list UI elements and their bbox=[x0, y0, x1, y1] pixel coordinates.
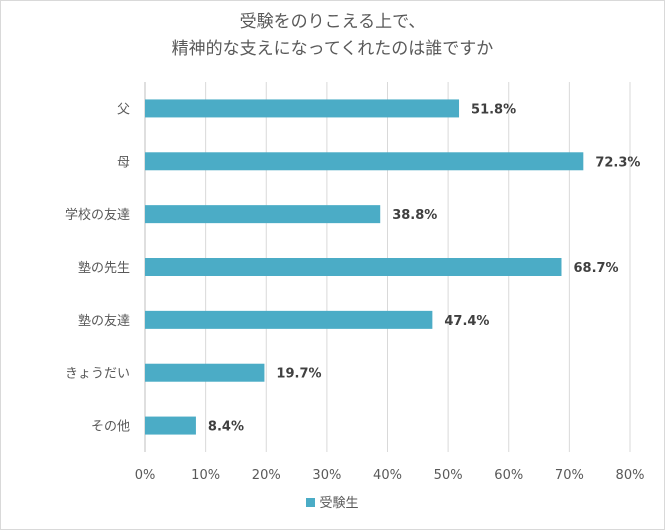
data-label: 19.7% bbox=[276, 367, 321, 382]
legend: 受験生 bbox=[0, 492, 665, 511]
bar bbox=[145, 205, 381, 224]
x-tick-label: 80% bbox=[616, 468, 645, 483]
legend-label: 受験生 bbox=[319, 496, 359, 511]
category-label: 塾の友達 bbox=[78, 313, 130, 329]
x-tick-label: 10% bbox=[191, 468, 220, 483]
category-label: きょうだい bbox=[65, 367, 130, 382]
x-tick-label: 70% bbox=[555, 468, 584, 483]
chart-title-line-2: 精神的な支えになってくれたのは誰ですか bbox=[171, 39, 494, 59]
chart-title-line-1: 受験をのりこえる上で、 bbox=[239, 12, 426, 32]
x-tick-label: 50% bbox=[434, 468, 463, 483]
data-label: 72.3% bbox=[595, 155, 640, 170]
category-label: 父 bbox=[117, 102, 130, 117]
bar bbox=[145, 363, 265, 382]
bar bbox=[145, 152, 584, 171]
legend-swatch bbox=[306, 498, 316, 507]
bar bbox=[145, 258, 562, 276]
data-label: 68.7% bbox=[573, 261, 618, 276]
data-label: 8.4% bbox=[208, 420, 244, 435]
bar bbox=[145, 310, 433, 329]
x-tick-label: 0% bbox=[135, 468, 156, 483]
category-label: その他 bbox=[91, 420, 130, 435]
category-label: 学校の友達 bbox=[65, 207, 130, 223]
x-tick-label: 20% bbox=[252, 468, 281, 483]
bar bbox=[145, 416, 196, 435]
data-label: 51.8% bbox=[471, 102, 516, 117]
x-tick-label: 60% bbox=[494, 468, 523, 483]
category-label: 母 bbox=[117, 155, 130, 170]
bar bbox=[145, 99, 460, 118]
category-label: 塾の先生 bbox=[78, 260, 130, 276]
x-tick-label: 30% bbox=[312, 468, 341, 483]
data-label: 47.4% bbox=[444, 314, 489, 329]
data-label: 38.8% bbox=[392, 208, 437, 223]
x-tick-label: 40% bbox=[373, 468, 402, 483]
